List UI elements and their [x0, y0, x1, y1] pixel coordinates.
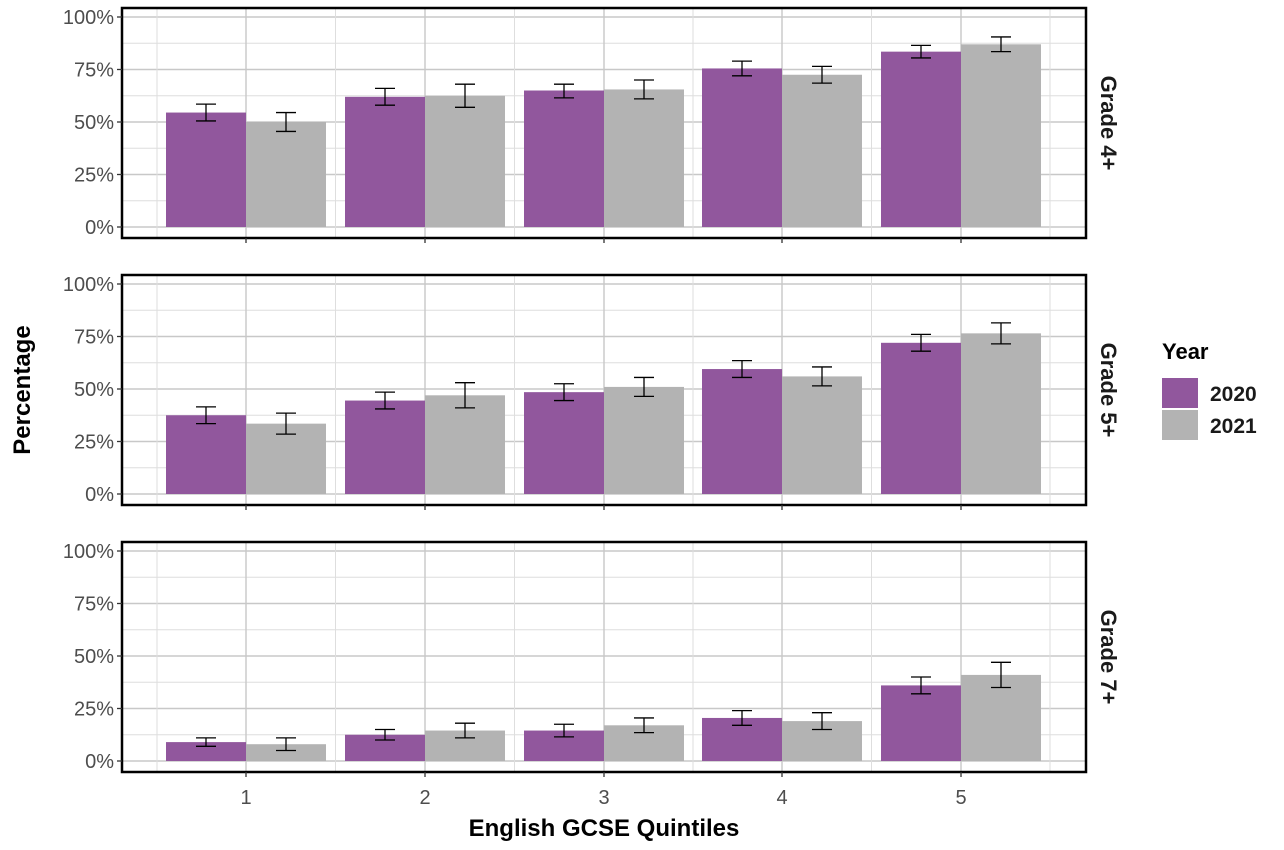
panel-3-bar-2020-q5 [881, 685, 961, 761]
xtick-label: 3 [598, 787, 609, 809]
panel-3-ytick-label: 100% [63, 541, 114, 563]
panel-1-bar-2020-q1 [166, 112, 246, 227]
xtick-label: 2 [419, 787, 430, 809]
panel-3-bar-2021-q1 [246, 744, 326, 761]
panel-1-bar-2020-q3 [524, 90, 604, 227]
y-axis-title: Percentage [9, 325, 36, 454]
panel-2-bar-2021-q5 [961, 333, 1041, 494]
legend-label-2020: 2020 [1210, 383, 1257, 406]
panel-3-strip-label: Grade 7+ [1096, 610, 1121, 705]
xtick-label: 1 [240, 787, 251, 809]
panel-1-bar-2020-q2 [345, 96, 425, 227]
panel-1-ytick-label: 100% [63, 7, 114, 29]
panel-2-bar-2021-q2 [425, 395, 505, 494]
panel-1-ytick-label: 75% [74, 60, 114, 82]
panel-1-bar-2021-q4 [782, 74, 862, 227]
panel-3-ytick-label: 50% [74, 646, 114, 668]
panel-3-ytick-label: 25% [74, 699, 114, 721]
panel-2-ytick-label: 50% [74, 379, 114, 401]
panel-2-bar-2020-q5 [881, 342, 961, 494]
x-axis-title: English GCSE Quintiles [469, 815, 740, 842]
xtick-label: 4 [776, 787, 787, 809]
panel-1-bar-2021-q1 [246, 122, 326, 227]
panel-2-bar-2020-q1 [166, 415, 246, 494]
panel-1-bar-2020-q5 [881, 51, 961, 228]
panel-1-ytick-label: 0% [85, 217, 114, 239]
panel-1-strip-label: Grade 4+ [1096, 76, 1121, 171]
panel-2-bar-2021-q3 [604, 386, 684, 494]
legend-swatch-2020 [1162, 378, 1198, 408]
xtick-label: 5 [955, 787, 966, 809]
panel-1-bar-2021-q5 [961, 44, 1041, 227]
panel-1-bar-2020-q4 [702, 68, 782, 227]
panel-1-bar-2021-q2 [425, 95, 505, 227]
panel-2-ytick-label: 100% [63, 274, 114, 296]
legend-label-2021: 2021 [1210, 415, 1257, 438]
panel-1-bar-2021-q3 [604, 89, 684, 227]
panel-2-ytick-label: 25% [74, 432, 114, 454]
panel-2-bar-2020-q3 [524, 392, 604, 494]
panel-2-ytick-label: 75% [74, 327, 114, 349]
panel-2-ytick-label: 0% [85, 484, 114, 506]
panel-2-strip-label: Grade 5+ [1096, 343, 1121, 438]
panel-3-bar-2021-q5 [961, 674, 1041, 761]
panel-2-bar-2020-q2 [345, 400, 425, 494]
panel-1-ytick-label: 25% [74, 165, 114, 187]
panel-3-ytick-label: 75% [74, 594, 114, 616]
panel-3-ytick-label: 0% [85, 751, 114, 773]
panel-2-bar-2021-q4 [782, 376, 862, 494]
panel-3-bar-2020-q1 [166, 742, 246, 761]
legend-title: Year [1162, 339, 1209, 364]
panel-2-bar-2020-q4 [702, 369, 782, 494]
legend-swatch-2021 [1162, 410, 1198, 440]
panel-1-ytick-label: 50% [74, 112, 114, 134]
panel-2-bar-2021-q1 [246, 423, 326, 494]
